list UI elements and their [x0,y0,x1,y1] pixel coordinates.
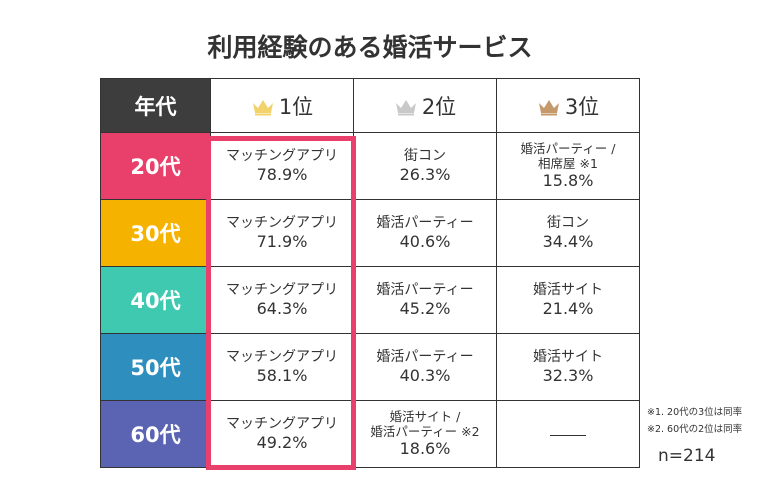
percent-value: 40.6% [399,232,451,251]
percent-value: 40.3% [399,366,451,385]
age-cell: 20代 [100,132,211,200]
rank-3-header: 3位 [496,78,640,133]
percent-value: 15.8% [542,171,594,190]
service-name: マッチングアプリ [226,148,338,164]
percent-value: 34.4% [542,232,594,251]
rank-2-cell: 婚活パーティー 40.6% [353,199,497,267]
silver-crown-icon [394,97,418,121]
percent-value: 18.6% [399,439,451,458]
rank-1-label: 1位 [278,94,314,119]
footnotes: ※1. 20代の3位は同率 ※2. 60代の2位は同率 [647,404,742,438]
rank-3-cell: 街コン 34.4% [496,199,640,267]
rank-1-cell: マッチングアプリ 78.9% [210,132,354,200]
rank-2-cell: 婚活サイト / 婚活パーティー ※2 18.6% [353,400,497,468]
age-cell: 40代 [100,266,211,334]
ranking-table: 年代 1位 2位 3位 20代 マッチングアプリ 78.9% 街コン 26.3% 婚活パー… [100,78,640,468]
percent-value: 49.2% [256,433,308,452]
service-name: 街コン [547,215,589,231]
table-row: 40代 マッチングアプリ 64.3% 婚活パーティー 45.2% 婚活サイト 21.4% [100,266,640,334]
rank-2-header: 2位 [353,78,497,133]
service-name: 街コン [404,148,446,164]
rank-1-cell: マッチングアプリ 58.1% [210,333,354,401]
rank-3-cell: 婚活サイト 21.4% [496,266,640,334]
no-data-dash [550,434,586,436]
percent-value: 45.2% [399,299,451,318]
sample-size-label: n=214 [658,446,716,466]
rank-2-cell: 婚活パーティー 45.2% [353,266,497,334]
service-name: マッチングアプリ [226,215,338,231]
service-name: 婚活パーティー [376,215,474,231]
table-row: 20代 マッチングアプリ 78.9% 街コン 26.3% 婚活パーティー / 相席屋 ※1… [100,132,640,200]
percent-value: 78.9% [256,165,308,184]
service-name: 婚活パーティー [376,349,474,365]
footnote-1: ※1. 20代の3位は同率 [647,407,743,418]
header-row: 年代 1位 2位 3位 [100,78,640,133]
table-row: 60代 マッチングアプリ 49.2% 婚活サイト / 婚活パーティー ※2 18.6% [100,400,640,468]
service-name: 婚活サイト / 婚活パーティー ※2 [370,409,480,439]
percent-value: 32.3% [542,366,594,385]
rank-3-cell: 婚活サイト 32.3% [496,333,640,401]
percent-value: 26.3% [399,165,451,184]
service-name: 婚活サイト [533,282,603,298]
age-column-header: 年代 [100,78,211,133]
age-cell: 60代 [100,400,211,468]
service-name: マッチングアプリ [226,349,338,365]
table-row: 30代 マッチングアプリ 71.9% 婚活パーティー 40.6% 街コン 34.4% [100,199,640,267]
rank-2-cell: 街コン 26.3% [353,132,497,200]
service-name: 婚活パーティー / 相席屋 ※1 [520,141,616,171]
rank-1-cell: マッチングアプリ 64.3% [210,266,354,334]
service-name: 婚活サイト [533,349,603,365]
footnote-2: ※2. 60代の2位は同率 [647,424,743,435]
percent-value: 58.1% [256,366,308,385]
rank-1-header: 1位 [210,78,354,133]
rank-3-cell: 婚活パーティー / 相席屋 ※1 15.8% [496,132,640,200]
service-name: マッチングアプリ [226,282,338,298]
rank-1-cell: マッチングアプリ 49.2% [210,400,354,468]
table-row: 50代 マッチングアプリ 58.1% 婚活パーティー 40.3% 婚活サイト 32.3% [100,333,640,401]
age-cell: 30代 [100,199,211,267]
service-name: 婚活パーティー [376,282,474,298]
rank-1-cell: マッチングアプリ 71.9% [210,199,354,267]
rank-2-cell: 婚活パーティー 40.3% [353,333,497,401]
percent-value: 64.3% [256,299,308,318]
rank-3-label: 3位 [564,94,600,119]
bronze-crown-icon [537,97,561,121]
age-cell: 50代 [100,333,211,401]
percent-value: 21.4% [542,299,594,318]
service-name: マッチングアプリ [226,416,338,432]
rank-2-label: 2位 [421,94,457,119]
rank-3-cell [496,400,640,468]
gold-crown-icon [251,97,275,121]
page-title: 利用経験のある婚活サービス [207,33,533,62]
percent-value: 71.9% [256,232,308,251]
